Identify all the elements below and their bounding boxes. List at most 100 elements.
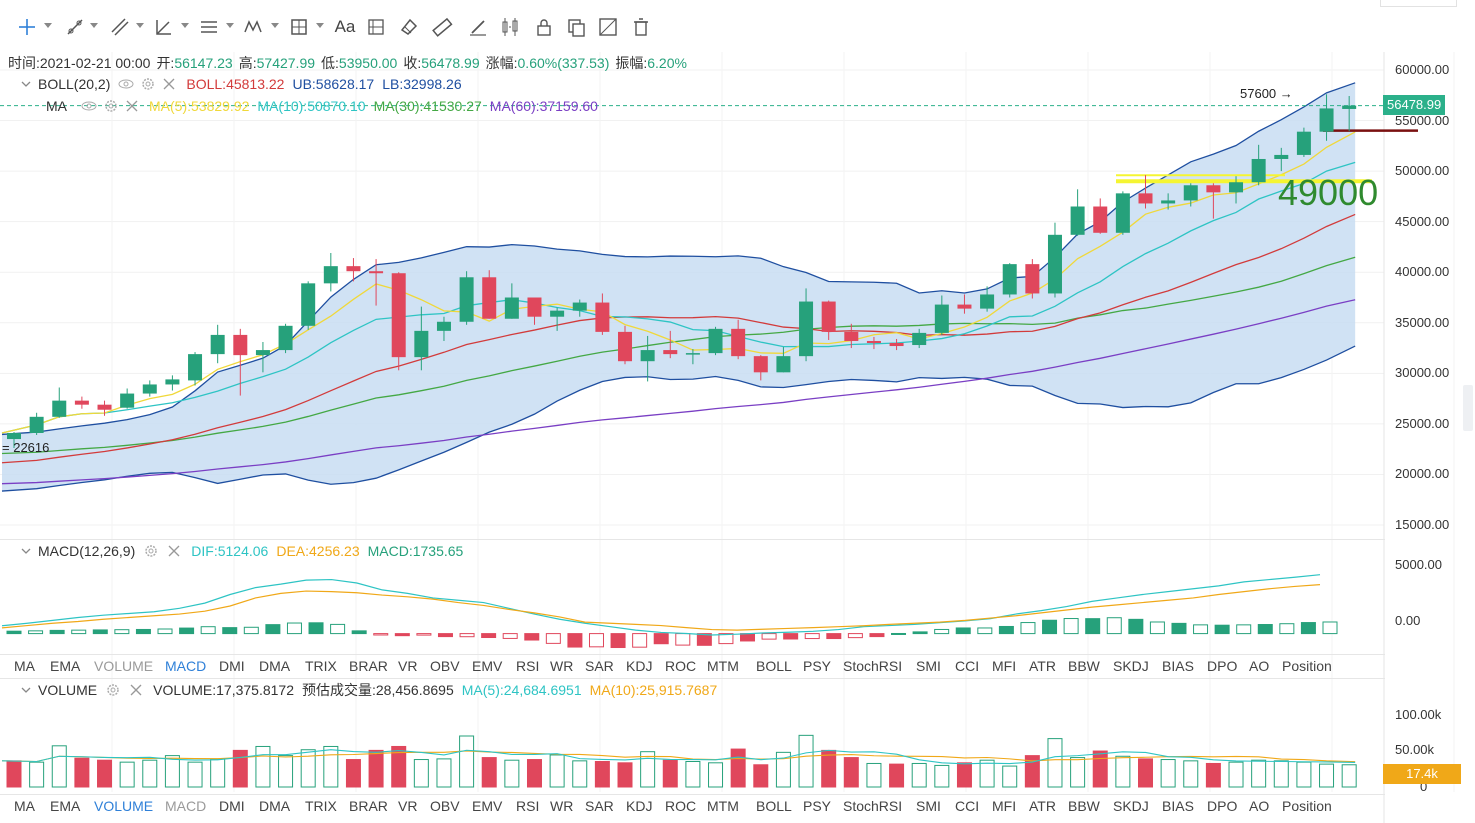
tab-brar[interactable]: BRAR bbox=[349, 658, 388, 674]
tab-obv[interactable]: OBV bbox=[430, 658, 460, 674]
tab-emv[interactable]: EMV bbox=[472, 658, 503, 674]
tab-mtm[interactable]: MTM bbox=[707, 798, 739, 814]
tab-atr[interactable]: ATR bbox=[1029, 798, 1056, 814]
tab-ma[interactable]: MA bbox=[14, 798, 35, 814]
tab-dma[interactable]: DMA bbox=[259, 798, 291, 814]
close-icon[interactable] bbox=[162, 77, 176, 91]
lock-icon[interactable] bbox=[531, 14, 557, 40]
tab-ao[interactable]: AO bbox=[1249, 798, 1270, 814]
text-tool-button[interactable]: Aa bbox=[331, 14, 359, 40]
tab-trix[interactable]: TRIX bbox=[305, 658, 337, 674]
tab-roc[interactable]: ROC bbox=[665, 798, 697, 814]
tab-sar[interactable]: SAR bbox=[585, 798, 614, 814]
ruler-icon[interactable] bbox=[429, 14, 455, 40]
tab-mfi[interactable]: MFI bbox=[992, 658, 1017, 674]
chevron-down-icon[interactable] bbox=[90, 23, 98, 28]
hide-icon[interactable] bbox=[595, 14, 621, 40]
chevron-down-icon[interactable] bbox=[136, 23, 144, 28]
tab-atr[interactable]: ATR bbox=[1029, 658, 1056, 674]
tab-stochrsi[interactable]: StochRSI bbox=[843, 798, 903, 814]
kline-chart[interactable] bbox=[0, 52, 1475, 823]
chevron-down-icon[interactable] bbox=[226, 23, 234, 28]
tab-ema[interactable]: EMA bbox=[50, 798, 81, 814]
chevron-down-icon[interactable] bbox=[44, 23, 52, 28]
tab-vr[interactable]: VR bbox=[398, 658, 418, 674]
tab-roc[interactable]: ROC bbox=[665, 658, 697, 674]
tab-psy[interactable]: PSY bbox=[803, 658, 832, 674]
tab-position[interactable]: Position bbox=[1282, 658, 1332, 674]
price-annotation[interactable]: 49000 bbox=[1278, 172, 1379, 213]
tab-macd[interactable]: MACD bbox=[165, 798, 207, 814]
tab-wr[interactable]: WR bbox=[550, 798, 574, 814]
chevron-down-icon[interactable] bbox=[271, 23, 279, 28]
chevron-down-icon[interactable] bbox=[20, 684, 32, 696]
tab-ema[interactable]: EMA bbox=[50, 658, 81, 674]
chevron-down-icon[interactable] bbox=[20, 78, 32, 90]
tab-dpo[interactable]: DPO bbox=[1207, 798, 1238, 814]
tab-kdj[interactable]: KDJ bbox=[626, 798, 653, 814]
tab-smi[interactable]: SMI bbox=[916, 658, 941, 674]
tab-skdj[interactable]: SKDJ bbox=[1113, 798, 1149, 814]
chevron-down-icon[interactable] bbox=[20, 545, 32, 557]
tab-boll[interactable]: BOLL bbox=[756, 798, 792, 814]
tab-dmi[interactable]: DMI bbox=[219, 798, 245, 814]
eye-icon[interactable] bbox=[81, 98, 97, 114]
tab-cci[interactable]: CCI bbox=[955, 658, 980, 674]
tab-dma[interactable]: DMA bbox=[259, 658, 291, 674]
tab-dpo[interactable]: DPO bbox=[1207, 658, 1238, 674]
brush-icon[interactable] bbox=[363, 14, 389, 40]
tab-rsi[interactable]: RSI bbox=[516, 798, 540, 814]
close-icon[interactable] bbox=[125, 99, 139, 113]
tab-mtm[interactable]: MTM bbox=[707, 658, 739, 674]
tab-macd[interactable]: MACD bbox=[165, 658, 207, 674]
tab-obv[interactable]: OBV bbox=[430, 798, 460, 814]
measure-icon[interactable] bbox=[286, 14, 312, 40]
tab-kdj[interactable]: KDJ bbox=[626, 658, 653, 674]
tab-sar[interactable]: SAR bbox=[585, 658, 614, 674]
tab-bias[interactable]: BIAS bbox=[1162, 658, 1194, 674]
gear-icon[interactable] bbox=[105, 682, 121, 698]
eraser-icon[interactable] bbox=[396, 14, 422, 40]
tab-psy[interactable]: PSY bbox=[803, 798, 832, 814]
tab-volume[interactable]: VOLUME bbox=[94, 658, 154, 674]
chevron-down-icon[interactable] bbox=[181, 23, 189, 28]
crosshair-icon[interactable] bbox=[14, 14, 40, 40]
wave-icon[interactable] bbox=[241, 14, 267, 40]
pen-icon[interactable] bbox=[465, 14, 491, 40]
tab-vr[interactable]: VR bbox=[398, 798, 418, 814]
tab-bbw[interactable]: BBW bbox=[1068, 658, 1100, 674]
tab-stochrsi[interactable]: StochRSI bbox=[843, 658, 903, 674]
tab-ao[interactable]: AO bbox=[1249, 658, 1270, 674]
gear-icon[interactable] bbox=[103, 98, 119, 114]
tab-skdj[interactable]: SKDJ bbox=[1113, 658, 1149, 674]
horizontal-lines-icon[interactable] bbox=[196, 14, 222, 40]
angle-icon[interactable] bbox=[151, 14, 177, 40]
tab-position[interactable]: Position bbox=[1282, 798, 1332, 814]
chevron-down-icon[interactable] bbox=[316, 23, 324, 28]
tab-smi[interactable]: SMI bbox=[916, 798, 941, 814]
candles-icon[interactable] bbox=[497, 14, 523, 40]
gear-icon[interactable] bbox=[143, 543, 159, 559]
tab-bbw[interactable]: BBW bbox=[1068, 798, 1100, 814]
tab-ma[interactable]: MA bbox=[14, 658, 35, 674]
tab-emv[interactable]: EMV bbox=[472, 798, 503, 814]
tab-volume[interactable]: VOLUME bbox=[94, 798, 154, 814]
tab-bias[interactable]: BIAS bbox=[1162, 798, 1194, 814]
multi-line-icon[interactable] bbox=[107, 14, 133, 40]
tab-wr[interactable]: WR bbox=[550, 658, 574, 674]
tab-boll[interactable]: BOLL bbox=[756, 658, 792, 674]
tab-dmi[interactable]: DMI bbox=[219, 658, 245, 674]
copy-icon[interactable] bbox=[563, 14, 589, 40]
toolbar-input[interactable] bbox=[1380, 0, 1457, 7]
tab-rsi[interactable]: RSI bbox=[516, 658, 540, 674]
trend-line-icon[interactable] bbox=[62, 14, 88, 40]
gear-icon[interactable] bbox=[140, 76, 156, 92]
tab-brar[interactable]: BRAR bbox=[349, 798, 388, 814]
tab-trix[interactable]: TRIX bbox=[305, 798, 337, 814]
tab-mfi[interactable]: MFI bbox=[992, 798, 1017, 814]
eye-icon[interactable] bbox=[118, 76, 134, 92]
close-icon[interactable] bbox=[129, 683, 143, 697]
panel-toggle-handle[interactable] bbox=[1463, 385, 1473, 431]
delete-icon[interactable] bbox=[628, 14, 654, 40]
tab-cci[interactable]: CCI bbox=[955, 798, 980, 814]
